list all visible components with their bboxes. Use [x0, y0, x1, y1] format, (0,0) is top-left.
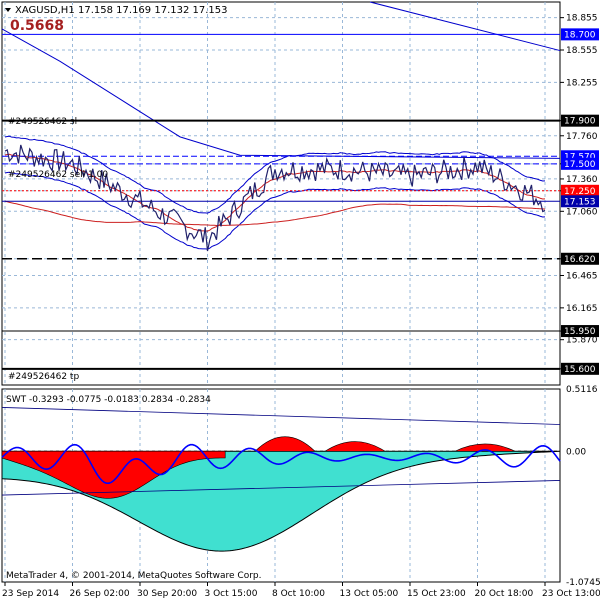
- price-tick-label: 17.060: [566, 207, 598, 217]
- price-level-box: [561, 28, 599, 41]
- time-axis: 23 Sep 2014 26 Sep 02:00 30 Sep 20:00 3 Oct…: [2, 582, 600, 599]
- price-tick-label: 18.855: [566, 14, 598, 24]
- time-tick-label: 15 Oct 23:00: [407, 589, 466, 599]
- price-level-label: 17.153: [564, 197, 596, 207]
- swt-upper-signal: [1, 407, 561, 425]
- order-sell-label[interactable]: #249526462 sell 1.00: [8, 170, 108, 180]
- swt-indicator: [1, 407, 561, 552]
- ohlc-values: 17.158 17.169 17.132 17.153: [78, 5, 228, 16]
- slow-moving-average: [4, 200, 546, 226]
- indicator-value: 0.5668: [10, 18, 64, 34]
- horizontal-levels: [2, 33, 560, 370]
- price-level-box: [561, 114, 599, 127]
- symbol-label: XAGUSD,H1: [15, 5, 75, 16]
- price-level-box: [561, 362, 599, 375]
- price-tick-label: 15.870: [566, 336, 598, 346]
- price-level-label: 17.900: [564, 117, 596, 127]
- chart-header: XAGUSD,H1 17.158 17.169 17.132 17.153 0.…: [5, 5, 228, 34]
- copyright-text: MetaTrader 4, © 2001-2014, MetaQuotes So…: [6, 571, 262, 581]
- time-tick-label: 13 Oct 05:00: [340, 589, 399, 599]
- price-axis: 18.855 18.555 18.255 17.900 17.760 17.500 17.3…: [560, 14, 600, 588]
- time-tick-label: 30 Sep 20:00: [137, 589, 197, 599]
- time-tick-label: 8 Oct 10:00: [272, 589, 325, 599]
- price-level-box: [561, 195, 599, 208]
- band-upper: [4, 135, 546, 214]
- main-chart-frame: [1, 1, 561, 386]
- swt-red-bump: [323, 441, 387, 452]
- time-tick-label: 23 Oct 13:00: [542, 589, 600, 599]
- order-tp-label[interactable]: #249526462 tp: [8, 372, 79, 382]
- price-level-box: [561, 325, 599, 338]
- swt-red-area: [1, 450, 226, 499]
- price-level-label: 17.500: [564, 160, 596, 170]
- price-level-label: 15.950: [564, 327, 596, 337]
- swt-lower-signal: [1, 480, 561, 496]
- band-lower: [4, 171, 546, 250]
- order-sl-label[interactable]: #249526462 sl: [8, 117, 77, 127]
- price-tick-label: 18.255: [566, 78, 598, 88]
- time-tick-label: 26 Sep 02:00: [70, 589, 130, 599]
- price-tick-label: 17.760: [566, 132, 598, 142]
- medium-term-average-line: [1, 28, 561, 159]
- long-term-average-line: [369, 1, 561, 52]
- time-tick-label: 20 Oct 18:00: [475, 589, 534, 599]
- swt-red-bump: [454, 443, 516, 452]
- time-tick-label: 23 Sep 2014: [2, 589, 59, 599]
- price-line: [4, 144, 546, 252]
- price-level-label: 17.570: [564, 152, 596, 162]
- swt-tick-label: 0.5116: [566, 385, 598, 395]
- price-tick-label: 17.360: [566, 175, 598, 185]
- swt-tick-label: -1.0745: [566, 578, 600, 588]
- price-series: [4, 144, 546, 252]
- price-level-label: 17.250: [564, 187, 596, 197]
- chevron-down-icon[interactable]: [5, 8, 11, 12]
- price-tick-label: 16.465: [566, 271, 598, 281]
- swt-line: [1, 443, 561, 485]
- price-level-label: 15.600: [564, 365, 596, 375]
- time-tick-label: 3 Oct 15:00: [205, 589, 258, 599]
- price-level-label: 16.620: [564, 255, 596, 265]
- swt-tick-label: 0.00: [566, 447, 586, 457]
- price-tick-label: 16.165: [566, 304, 598, 314]
- price-level-label: 18.700: [564, 30, 596, 40]
- price-tick-label: 18.555: [566, 46, 598, 56]
- swt-red-bump: [254, 436, 316, 452]
- price-level-box: [561, 157, 599, 170]
- price-level-box: [561, 184, 599, 197]
- price-level-box: [561, 252, 599, 265]
- swt-label: SWT -0.3293 -0.0775 -0.0183 0.2834 -0.28…: [6, 395, 211, 405]
